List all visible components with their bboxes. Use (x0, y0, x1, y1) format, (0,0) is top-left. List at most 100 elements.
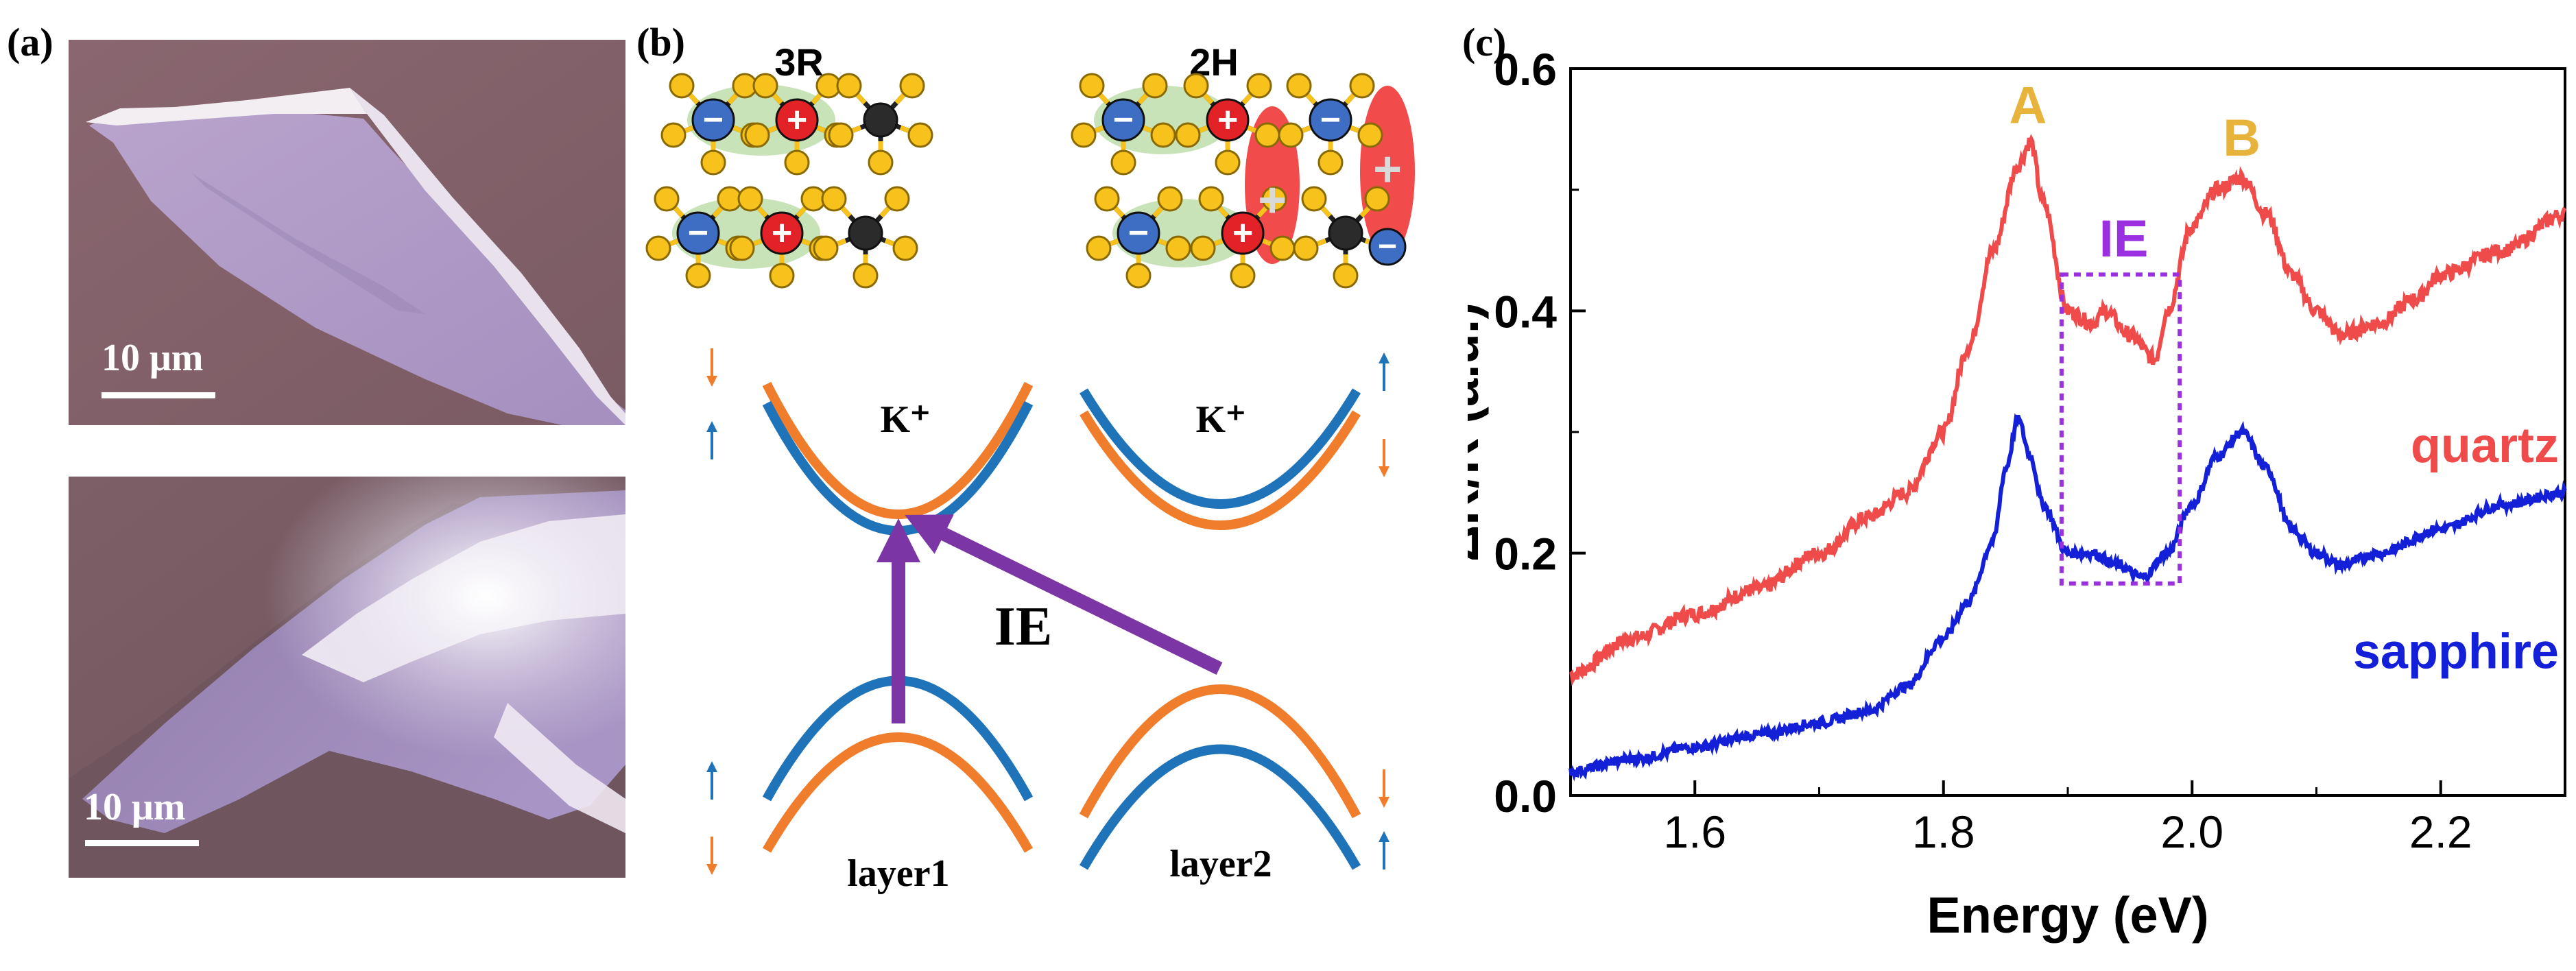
metal-atom (1190, 235, 1216, 261)
metal-atom (852, 263, 879, 289)
metal-atom (1293, 235, 1319, 261)
electron (1101, 98, 1145, 142)
series-label-sapphire: sapphire (2353, 625, 2559, 680)
chart-annotations: A B IE quartz sapphire (2009, 77, 2559, 680)
hole-sign: + (1232, 213, 1253, 253)
metal-atom (1317, 149, 1344, 176)
lattice-structures: − +− +− + −− +++− (645, 73, 1415, 289)
peak-label-b: B (2223, 109, 2261, 167)
metal-atom (907, 122, 933, 148)
metal-atom (744, 122, 770, 148)
electron (1117, 211, 1160, 255)
metal-atom (1301, 186, 1327, 212)
electron-sign: − (1320, 100, 1341, 140)
hole (760, 211, 804, 255)
y-axis-label: ΔR/R (a.u.) (1468, 302, 1489, 562)
conduction-band-right-blue (1080, 388, 1361, 509)
spin-arrows-left (706, 348, 717, 875)
metal-atom (1150, 122, 1176, 148)
metal-atom (769, 263, 795, 289)
ie-highlight-box (2059, 272, 2182, 586)
metal-atom (1333, 263, 1359, 289)
chart-series (1569, 134, 2567, 782)
chalcogen-atom (863, 102, 898, 138)
metal-atom (1261, 186, 1287, 212)
chart-ticks: 1.6 1.8 2.0 2.2 0.0 0.2 0.4 0.6 Energy (eV) ΔR/R … (1468, 44, 2566, 944)
metal-atom (1125, 263, 1152, 289)
electron-sign: − (1113, 100, 1134, 140)
y-tick-label: 0.0 (1494, 771, 1557, 822)
electron-sign: − (1128, 213, 1149, 253)
interlayer-transition-arrow (905, 514, 1223, 675)
series-line-sapphire (1569, 413, 2567, 782)
series-line-quartz (1569, 134, 2567, 686)
electron-interlayer (1368, 228, 1407, 266)
electron (691, 98, 735, 142)
ie-transition-label: IE (994, 597, 1053, 657)
metal-atom (1142, 73, 1168, 99)
metal-atom (1157, 186, 1183, 212)
band-schematic: 3R 2H − +− +− + −− +++− K⁺ K⁺ IE layer1 layer… (645, 40, 1415, 895)
panel-label-b: (b) (636, 20, 685, 64)
metal-atom (1110, 149, 1136, 176)
metal-atom (1278, 122, 1304, 148)
metal-atom (1357, 122, 1383, 148)
metal-atom (737, 186, 763, 212)
scale-label-bottom: 10 μm (84, 786, 186, 828)
metal-atom (1086, 235, 1112, 261)
valence-band-right-orange (1079, 684, 1361, 819)
scale-bar-bottom (85, 840, 199, 846)
metal-atom (1079, 73, 1105, 99)
chalcogen-atom (848, 215, 883, 251)
layer1-label: layer1 (847, 852, 949, 895)
metal-atom (813, 235, 839, 261)
metal-atom (1198, 186, 1224, 212)
metal-atom (700, 149, 726, 176)
metal-atom (1286, 73, 1312, 99)
flake-image-bottom (69, 477, 625, 878)
flake-image-top (69, 40, 625, 425)
metal-atom (645, 235, 671, 261)
stack-3r-label: 3R (774, 40, 824, 84)
metal-atom (660, 122, 687, 148)
ie-box-label: IE (2099, 210, 2149, 268)
layer2-label: layer2 (1169, 843, 1272, 885)
metal-atom (899, 73, 925, 99)
metal-atom (1183, 73, 1209, 99)
hole-sign: + (1217, 100, 1238, 140)
electron-sign: − (688, 213, 708, 253)
metal-atom (729, 235, 755, 261)
valley-label-right: K⁺ (1195, 398, 1245, 441)
electron-interlayer-sign: − (1378, 228, 1397, 265)
y-tick-label: 0.6 (1494, 44, 1557, 95)
scale-label-top: 10 μm (102, 337, 204, 379)
y-tick-label: 0.4 (1494, 286, 1557, 337)
optical-image-bottom (69, 477, 625, 878)
electron-sign: − (703, 100, 724, 140)
valence-band-right-blue (1079, 744, 1361, 870)
metal-atom (828, 122, 854, 148)
hole-interlayer-sign: + (1373, 142, 1402, 197)
metal-atom (654, 186, 680, 212)
y-tick-label: 0.2 (1494, 529, 1557, 579)
metal-atom (669, 73, 695, 99)
metal-atom (1071, 122, 1097, 148)
conduction-band-right-orange (1080, 410, 1361, 530)
metal-atom (1215, 149, 1241, 176)
hole (775, 98, 819, 142)
optical-image-top (69, 40, 625, 425)
metal-atom (1230, 263, 1256, 289)
metal-atom (836, 73, 862, 99)
metal-atom (868, 149, 894, 176)
scale-bar-top (102, 392, 215, 398)
hole (1221, 211, 1265, 255)
metal-atom (1165, 235, 1191, 261)
metal-atom (752, 73, 778, 99)
x-tick-label: 1.8 (1912, 806, 1975, 857)
valley-label-left: K⁺ (880, 398, 930, 441)
x-axis-label: Energy (eV) (1927, 887, 2208, 944)
electron (676, 211, 720, 255)
metal-atom (1254, 122, 1280, 148)
metal-atom (821, 186, 847, 212)
hole-interlayer-sign: + (1258, 173, 1287, 228)
